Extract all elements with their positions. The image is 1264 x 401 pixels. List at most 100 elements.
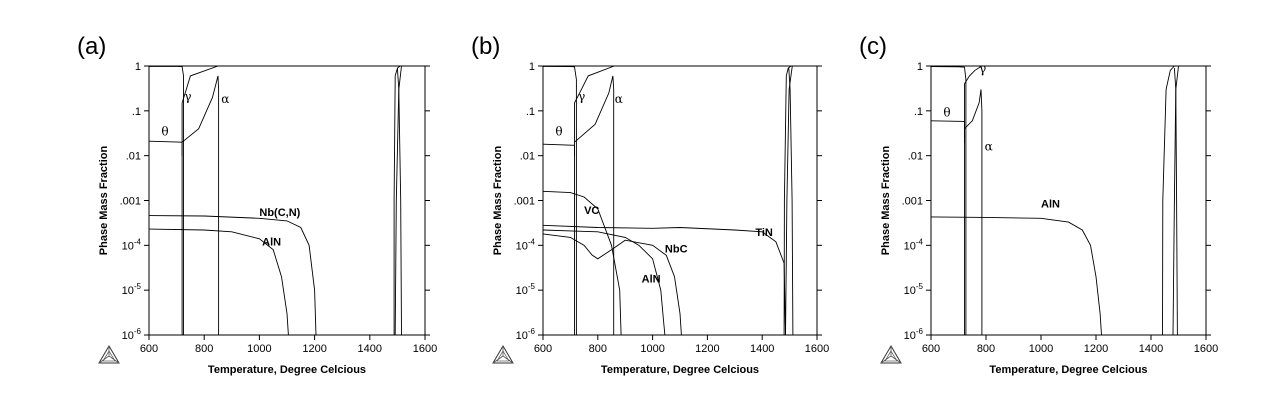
x-tick-label: 1400 [1139,343,1163,355]
y-tick-label: .001 [514,196,535,208]
y-tick-label: 10-6 [122,327,142,342]
y-tick-label: 10-6 [904,327,924,342]
x-tick-label: 800 [195,343,213,355]
curve-label: AlN [1041,198,1060,210]
x-tick-label: 600 [534,343,552,355]
plot-frame [542,65,818,336]
x-axis-title: Temperature, Degree Celcious [208,364,366,376]
y-axis-title: Phase Mass Fraction [492,146,504,256]
series-line-2 [181,65,219,156]
curve-label: γ [979,62,986,76]
x-tick-label: 800 [589,343,607,355]
y-axis-title: Phase Mass Fraction [98,146,110,256]
series-line-0 [148,140,183,335]
x-tick-label: 1600 [805,343,829,355]
plot-frame [930,65,1207,336]
y-tick-label: 10-4 [122,237,142,252]
series-line-9 [785,65,793,336]
panel-label: (c) [859,33,887,60]
y-tick-label: 10-6 [516,327,536,342]
triangle-logo-icon [98,345,120,364]
series-line-6 [542,229,666,336]
y-tick-label: 1 [135,61,141,73]
x-tick-label: 1000 [247,343,271,355]
series-line-8 [783,65,792,336]
series-line-6 [1173,68,1178,336]
series-line-4 [148,215,317,336]
x-tick-label: 1600 [413,343,437,355]
y-tick-label: 10-4 [516,237,536,252]
series-line-7 [394,65,402,336]
series-line-3 [574,75,615,335]
y-tick-label: .1 [914,106,923,118]
curve-label: VC [584,205,599,217]
x-tick-label: 1200 [302,343,326,355]
y-tick-label: .01 [126,151,141,163]
y-tick-label: .01 [908,151,923,163]
y-tick-label: 10-5 [904,282,924,297]
series-line-2 [574,65,615,156]
y-tick-label: .01 [520,151,535,163]
panel-label: (a) [77,33,106,60]
y-tick-label: 1 [917,61,923,73]
series-line-1 [930,66,967,335]
x-tick-label: 1600 [1194,343,1218,355]
curve-label: α [615,92,623,106]
triangle-logo-icon [492,345,514,364]
y-tick-label: 10-5 [122,282,142,297]
x-tick-label: 600 [140,343,158,355]
series-line-7 [542,224,786,336]
series-line-5 [148,228,289,336]
x-tick-label: 800 [977,343,995,355]
series-line-3 [181,75,220,335]
y-tick-label: 10-4 [904,237,924,252]
curve-label: α [221,92,229,106]
y-tick-label: .1 [132,106,141,118]
series-line-5 [542,233,682,336]
series-line-1 [149,65,184,335]
series-line-10 [788,68,794,336]
y-tick-label: 10-5 [516,282,536,297]
y-axis-title: Phase Mass Fraction [880,146,892,256]
curve-label: AlN [262,236,281,248]
series-line-3 [964,89,983,335]
plot-frame [148,65,426,336]
x-tick-label: 1000 [640,343,664,355]
x-tick-label: 1400 [750,343,774,355]
triangle-logo-icon [880,345,902,364]
curve-label: NbC [665,243,688,255]
curve-label: θ [943,105,950,119]
x-axis-title: Temperature, Degree Celcious [989,364,1147,376]
y-tick-label: .1 [526,106,535,118]
y-tick-label: 1 [529,61,535,73]
series-line-7 [1172,65,1179,336]
series-line-0 [542,143,575,335]
series-line-4 [542,190,622,336]
x-tick-label: 1000 [1029,343,1053,355]
series-line-0 [930,120,965,335]
x-axis-title: Temperature, Degree Celcious [601,364,759,376]
x-tick-label: 600 [922,343,940,355]
series-line-5 [1162,65,1175,336]
x-tick-label: 1400 [358,343,382,355]
curve-label: TiN [755,227,773,239]
x-tick-label: 1200 [1084,343,1108,355]
curve-label: α [985,140,993,154]
series-line-6 [393,65,401,335]
curve-label: Nb(C,N) [259,207,300,219]
curve-label: θ [555,125,562,139]
series-line-4 [930,216,1102,336]
series-line-8 [396,68,402,336]
panel-label: (b) [471,33,500,60]
x-tick-label: 1200 [695,343,719,355]
y-tick-label: .001 [120,196,141,208]
curve-label: γ [184,90,191,104]
series-line-2 [964,65,983,143]
series-line-1 [542,65,577,335]
curve-label: AlN [642,273,661,285]
curve-label: γ [578,90,585,104]
y-tick-label: .001 [902,196,923,208]
